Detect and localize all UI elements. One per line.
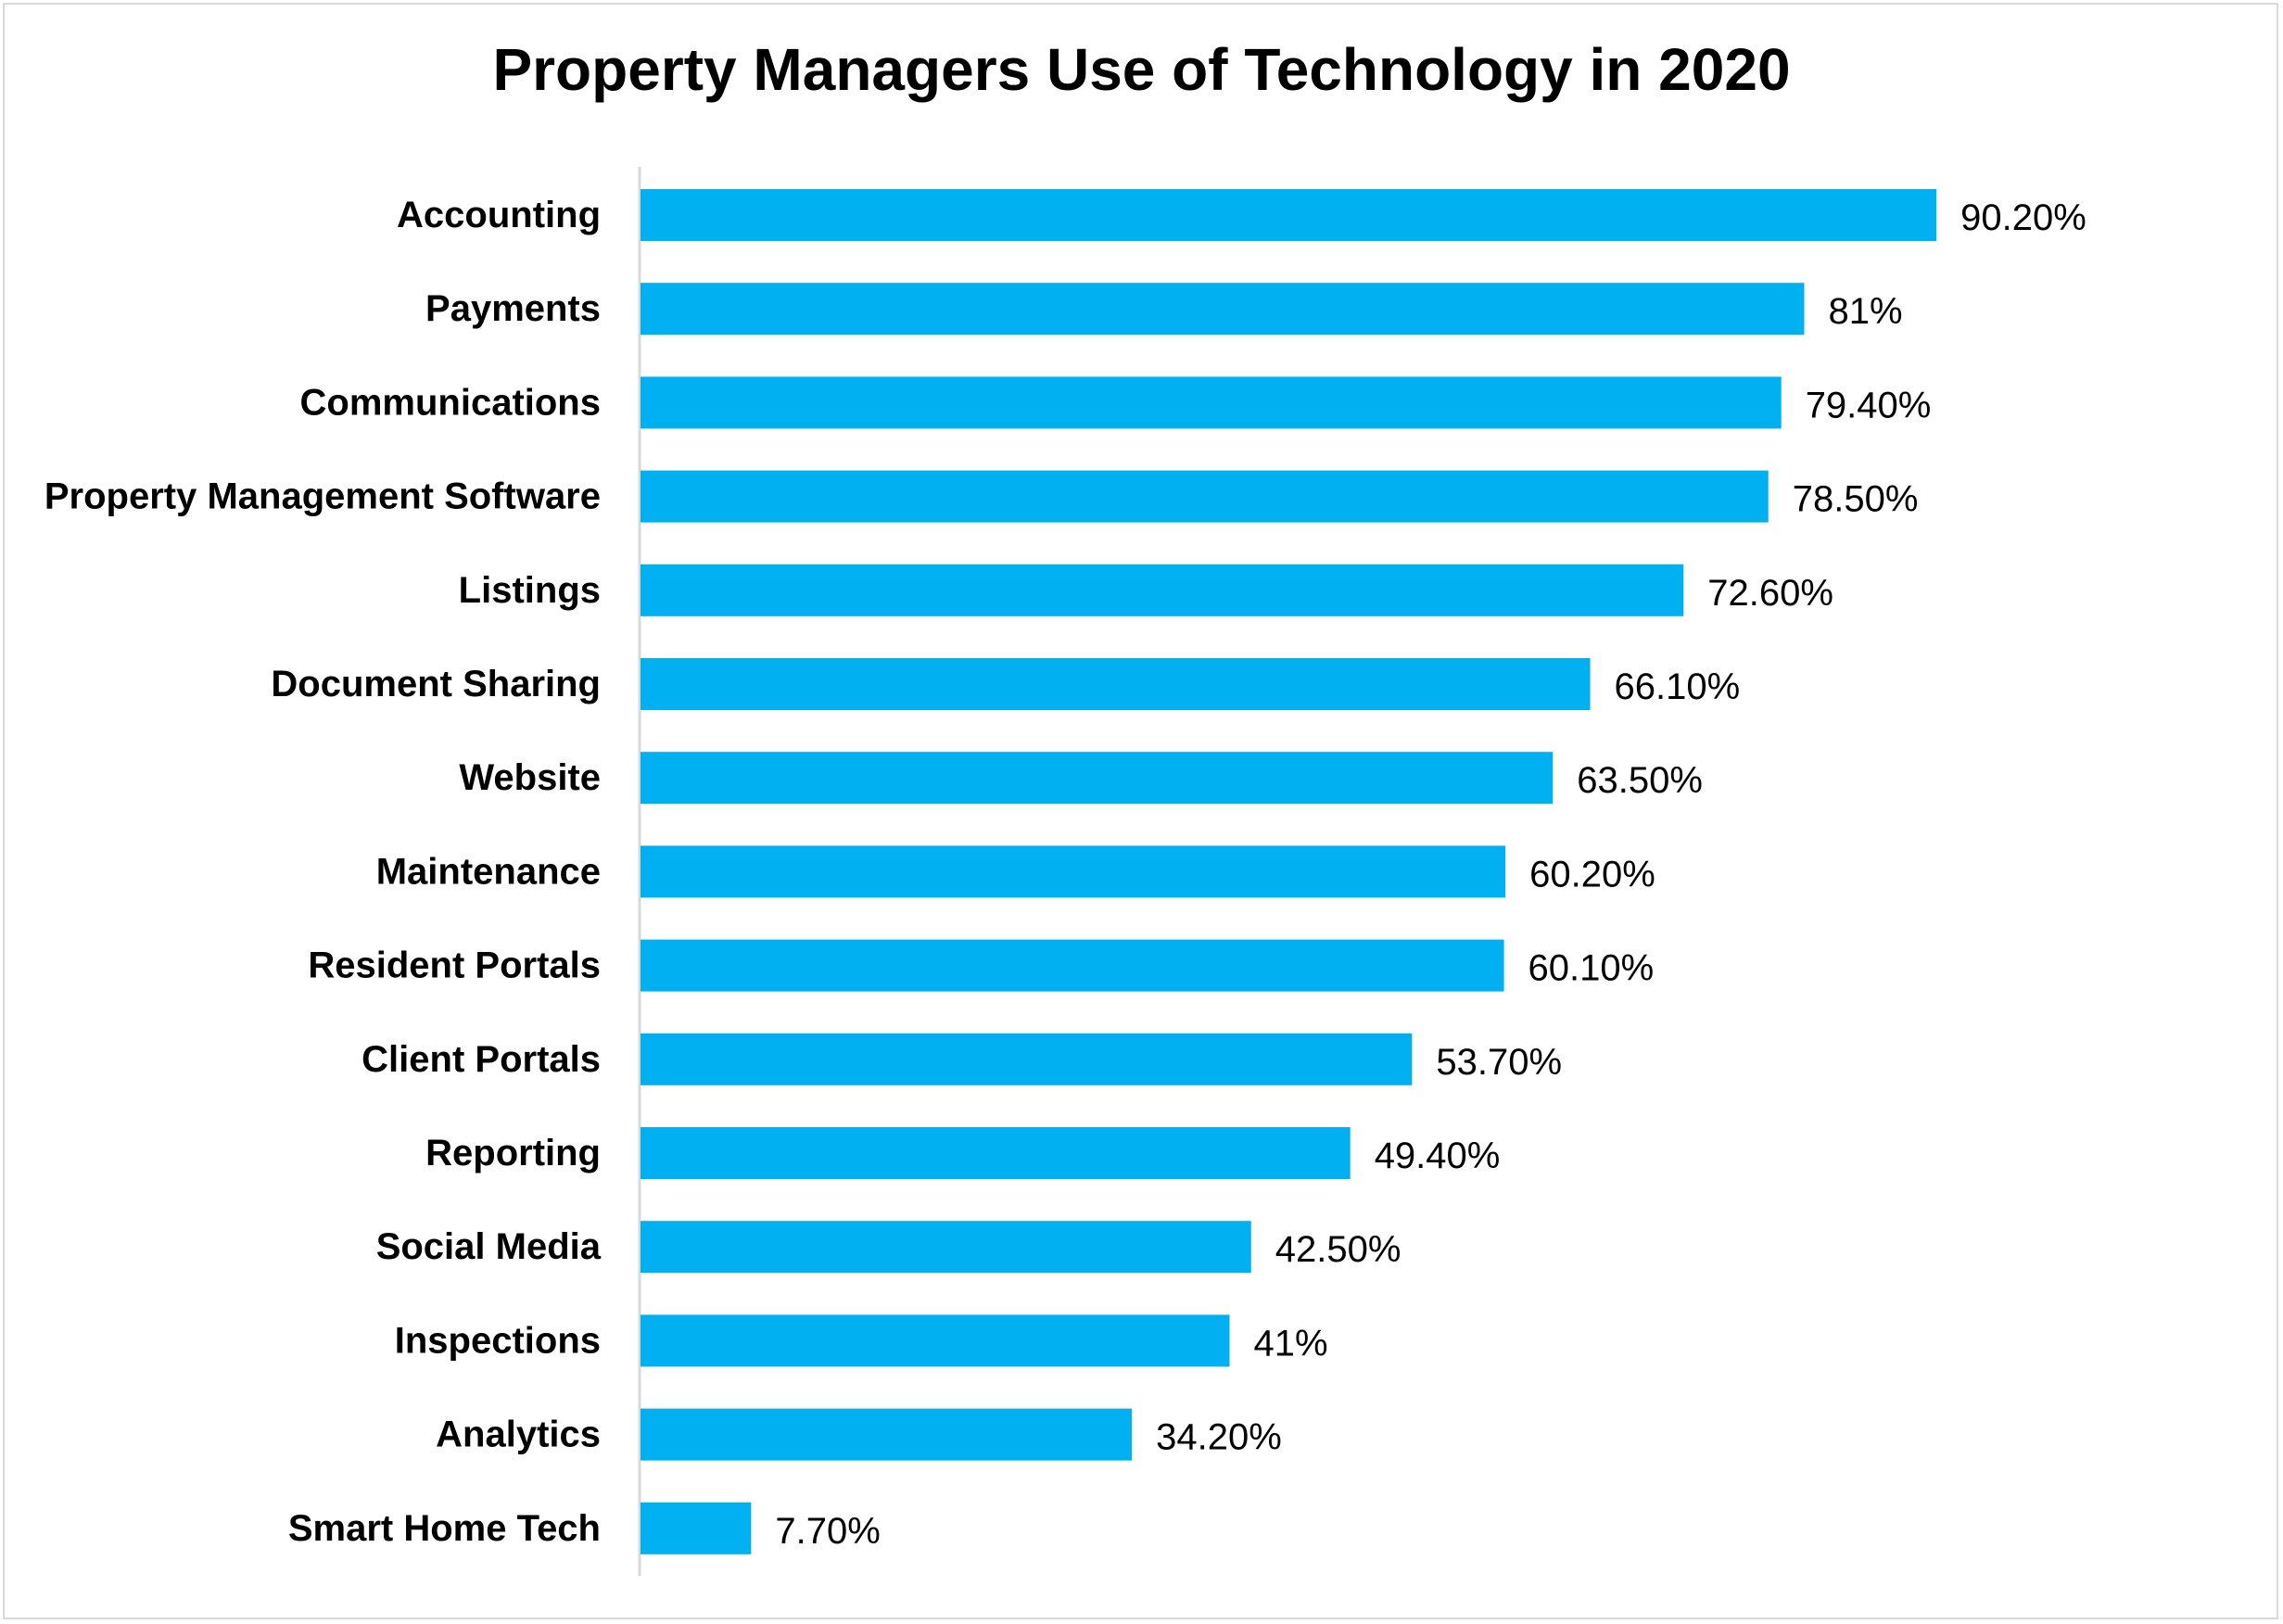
bar (641, 1314, 1230, 1367)
bar (641, 1221, 1251, 1274)
data-label: 81% (1829, 291, 1903, 332)
category-label: Resident Portals (308, 945, 601, 986)
category-label: Smart Home Tech (288, 1508, 601, 1549)
bar-group: Analytics 34.20% (436, 1408, 1282, 1461)
bar (641, 283, 1805, 336)
bar (641, 1502, 752, 1554)
chart-title: Property Managers Use of Technology in 2… (492, 36, 1791, 103)
data-label: 90.20% (1960, 197, 2086, 238)
bar (641, 189, 1937, 241)
bar-group: Resident Portals 60.10% (308, 939, 1655, 992)
bar-group: Website 63.50% (459, 752, 1703, 805)
data-label: 79.40% (1806, 385, 1932, 425)
bar-group: Document Sharing 66.10% (271, 658, 1740, 710)
bar (641, 1033, 1413, 1085)
data-label: 41% (1254, 1323, 1328, 1364)
category-label: Inspections (395, 1320, 601, 1361)
data-label: 34.20% (1156, 1417, 1282, 1458)
data-label: 66.10% (1615, 666, 1741, 707)
category-label: Social Media (376, 1226, 602, 1267)
category-label: Client Portals (361, 1039, 601, 1080)
data-label: 7.70% (775, 1511, 880, 1552)
bar (641, 1408, 1133, 1461)
category-label: Reporting (425, 1133, 601, 1174)
bar (641, 376, 1782, 429)
category-label: Website (459, 757, 601, 798)
bar (641, 752, 1554, 805)
bar-group: Maintenance 60.20% (376, 845, 1655, 898)
category-label: Analytics (436, 1415, 601, 1455)
bar-group: Social Media 42.50% (376, 1221, 1402, 1274)
bar (641, 564, 1684, 616)
bar-group: Smart Home Tech 7.70% (288, 1502, 881, 1554)
bar-group: Reporting 49.40% (425, 1127, 1500, 1179)
bar-group: Property Management Software 78.50% (44, 470, 1919, 523)
bar (641, 845, 1506, 898)
data-label: 60.20% (1529, 854, 1655, 894)
category-label: Accounting (397, 195, 601, 235)
category-label: Communications (300, 382, 601, 423)
bar-group: Inspections 41% (395, 1314, 1328, 1367)
data-label: 78.50% (1793, 479, 1919, 520)
bar-group: Accounting 90.20% (397, 189, 2086, 241)
bar-group: Client Portals 53.70% (361, 1033, 1562, 1085)
bar-group: Payments 81% (425, 283, 1903, 336)
category-label: Maintenance (376, 851, 601, 892)
data-label: 60.10% (1528, 948, 1655, 989)
bar (641, 470, 1769, 523)
bar-group: Communications 79.40% (300, 376, 1932, 429)
bar (641, 658, 1591, 710)
data-label: 63.50% (1577, 760, 1703, 801)
bar (641, 939, 1504, 992)
data-label: 49.40% (1375, 1136, 1501, 1176)
data-label: 42.50% (1275, 1229, 1402, 1270)
data-label: 72.60% (1707, 573, 1833, 614)
category-label: Property Management Software (44, 476, 601, 517)
bar-group: Listings 72.60% (459, 564, 1833, 616)
bar (641, 1127, 1351, 1179)
category-label: Payments (425, 288, 601, 329)
category-label: Document Sharing (271, 664, 601, 704)
category-label: Listings (459, 570, 601, 611)
data-label: 53.70% (1436, 1042, 1562, 1083)
